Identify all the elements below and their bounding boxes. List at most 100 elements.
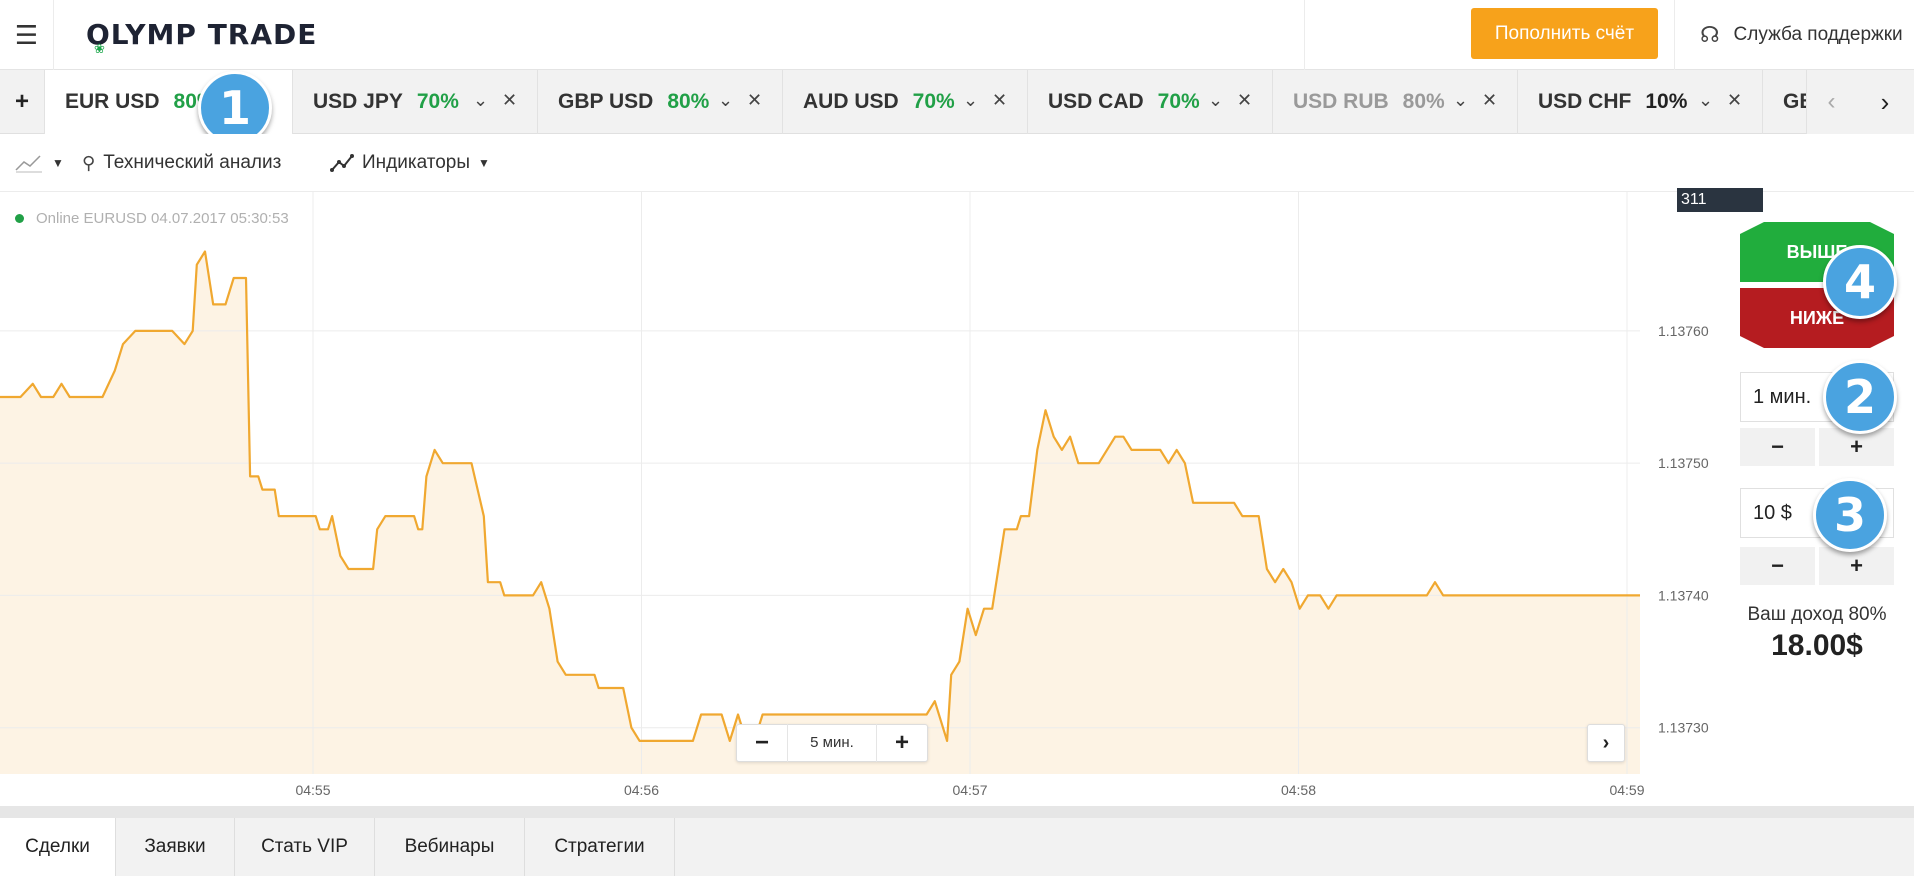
duration-minus-button[interactable]: − xyxy=(1740,428,1815,466)
tab-payout: 80% xyxy=(1402,90,1445,113)
annotation-badge-3: 3 xyxy=(1813,478,1887,552)
indicators-icon xyxy=(330,154,354,172)
tab-gbp-partial[interactable]: GBP xyxy=(1762,70,1806,134)
online-dot-icon xyxy=(15,214,24,223)
add-tab-button[interactable]: + xyxy=(14,88,29,115)
chevron-right-icon[interactable]: › xyxy=(1856,70,1914,134)
chart-type-dropdown[interactable]: ▼ xyxy=(14,148,64,178)
amount-value: 10 $ xyxy=(1753,501,1792,524)
tab-aud-usd[interactable]: AUD USD 70% ⌄ ✕ xyxy=(782,70,1027,134)
close-icon[interactable]: ✕ xyxy=(502,90,518,110)
asset-tab-strip: + EUR USD 80% USD JPY 70% ⌄ ✕ GBP USD 80… xyxy=(0,70,1914,134)
x-tick-label: 04:55 xyxy=(295,782,330,798)
indicators-dropdown[interactable]: Индикаторы ▼ xyxy=(330,148,490,178)
header-divider xyxy=(1304,0,1305,70)
chevron-down-icon[interactable]: ⌄ xyxy=(1698,90,1714,110)
tab-payout: 80% xyxy=(667,90,710,113)
tab-pair: AUD USD xyxy=(803,90,899,113)
y-tick-label: 1.13750 xyxy=(1658,455,1709,471)
technical-analysis-button[interactable]: ⚲ Технический анализ xyxy=(82,148,281,178)
duration-value: 1 мин. xyxy=(1753,385,1812,408)
tab-payout: 70% xyxy=(912,90,955,113)
support-label: Служба поддержки xyxy=(1733,24,1903,45)
income-label: Ваш доход 80% xyxy=(1747,604,1887,625)
chevron-down-icon[interactable]: ⌄ xyxy=(1208,90,1224,110)
tab-usd-rub[interactable]: USD RUB 80% ⌄ ✕ xyxy=(1272,70,1517,134)
price-chart[interactable]: 04:55 04:56 04:57 04:58 04:59 1.13730 1.13740 1… xyxy=(0,192,1914,806)
magnifier-icon: ⚲ xyxy=(82,152,96,173)
caret-down-icon: ▼ xyxy=(478,156,490,170)
close-icon[interactable]: ✕ xyxy=(1482,90,1498,110)
amount-plus-button[interactable]: + xyxy=(1819,547,1894,585)
y-tick-label: 1.13760 xyxy=(1658,323,1709,339)
deposit-button[interactable]: Пополнить счёт xyxy=(1471,8,1658,59)
current-price-tag: 311 xyxy=(1677,188,1763,212)
zoom-in-button[interactable]: + xyxy=(894,729,909,756)
tab-orders[interactable]: Заявки xyxy=(116,818,235,876)
y-tick-label: 1.13730 xyxy=(1658,720,1709,736)
tab-pair: USD RUB xyxy=(1293,90,1389,113)
price-area-fill xyxy=(0,251,1640,774)
duration-plus-button[interactable]: + xyxy=(1819,428,1894,466)
income-value: 18.00$ xyxy=(1771,629,1863,662)
bottom-tab-bar: Сделки Заявки Стать VIP Вебинары Стратег… xyxy=(0,818,1914,876)
tab-pair: GBP USD xyxy=(558,90,654,113)
tab-gbp-usd[interactable]: GBP USD 80% ⌄ ✕ xyxy=(537,70,782,134)
bottom-separator xyxy=(0,806,1914,818)
top-header: ☰ OLYMP TRADE ❀ Пополнить счёт ☊ Служба … xyxy=(0,0,1914,70)
brand-logo[interactable]: OLYMP TRADE ❀ xyxy=(86,14,318,58)
tab-pair: EUR USD xyxy=(65,90,160,113)
online-status-text: Online EURUSD 04.07.2017 05:30:53 xyxy=(36,210,289,227)
tab-payout: 70% xyxy=(1157,90,1200,113)
tab-pair: USD CHF xyxy=(1538,90,1632,113)
x-tick-label: 04:59 xyxy=(1609,782,1644,798)
headset-icon: ☊ xyxy=(1700,22,1720,47)
annotation-badge-2: 2 xyxy=(1823,360,1897,434)
chevron-left-icon[interactable]: ‹ xyxy=(1806,70,1856,134)
close-icon[interactable]: ✕ xyxy=(1727,90,1743,110)
tab-deals[interactable]: Сделки xyxy=(0,818,116,876)
tab-usd-jpy[interactable]: USD JPY 70% ⌄ ✕ xyxy=(292,70,537,134)
tab-payout: 70% xyxy=(416,90,459,113)
tab-webinars[interactable]: Вебинары xyxy=(375,818,525,876)
tab-strategies[interactable]: Стратегии xyxy=(525,818,675,876)
logo-text: OLYMP TRADE xyxy=(86,17,318,51)
annotation-badge-1: 1 xyxy=(198,71,272,145)
tab-pair: GBP xyxy=(1783,90,1806,113)
technical-analysis-label: Технический анализ xyxy=(103,152,282,173)
tab-usd-cad[interactable]: USD CAD 70% ⌄ ✕ xyxy=(1027,70,1272,134)
y-tick-label: 1.13740 xyxy=(1658,587,1709,603)
tab-pair: USD CAD xyxy=(1048,90,1144,113)
close-icon[interactable]: ✕ xyxy=(1237,90,1253,110)
hamburger-icon[interactable]: ☰ xyxy=(0,0,54,70)
chevron-down-icon[interactable]: ⌄ xyxy=(963,90,979,110)
chevron-right-icon[interactable]: › xyxy=(1587,724,1625,762)
zoom-control: − 5 мин. + xyxy=(736,724,928,762)
close-icon[interactable]: ✕ xyxy=(992,90,1008,110)
x-tick-label: 04:58 xyxy=(1281,782,1316,798)
online-status: Online EURUSD 04.07.2017 05:30:53 xyxy=(15,210,289,227)
x-tick-label: 04:56 xyxy=(624,782,659,798)
line-chart-icon xyxy=(15,155,42,173)
amount-minus-button[interactable]: − xyxy=(1740,547,1815,585)
chart-canvas[interactable]: 04:55 04:56 04:57 04:58 04:59 1.13730 1.13740 1… xyxy=(0,192,1914,806)
price-line xyxy=(0,250,1640,742)
indicators-label: Индикаторы xyxy=(362,152,471,173)
timeframe-label: 5 мин. xyxy=(787,724,877,762)
header-divider xyxy=(1674,0,1675,70)
support-link[interactable]: ☊ Служба поддержки xyxy=(1700,0,1903,70)
chevron-down-icon[interactable]: ⌄ xyxy=(473,90,489,110)
tab-usd-chf[interactable]: USD CHF 10% ⌄ ✕ xyxy=(1517,70,1762,134)
chevron-down-icon[interactable]: ⌄ xyxy=(718,90,734,110)
chevron-down-icon[interactable]: ⌄ xyxy=(1453,90,1469,110)
zoom-out-button[interactable]: − xyxy=(754,729,769,756)
tab-pair: USD JPY xyxy=(313,90,403,113)
caret-down-icon: ▼ xyxy=(52,156,64,170)
leaf-icon: ❀ xyxy=(94,42,106,57)
x-tick-label: 04:57 xyxy=(952,782,987,798)
chart-toolbar: ▼ ⚲ Технический анализ Индикаторы ▼ xyxy=(0,134,1914,192)
tab-become-vip[interactable]: Стать VIP xyxy=(235,818,375,876)
close-icon[interactable]: ✕ xyxy=(747,90,763,110)
annotation-badge-4: 4 xyxy=(1823,245,1897,319)
